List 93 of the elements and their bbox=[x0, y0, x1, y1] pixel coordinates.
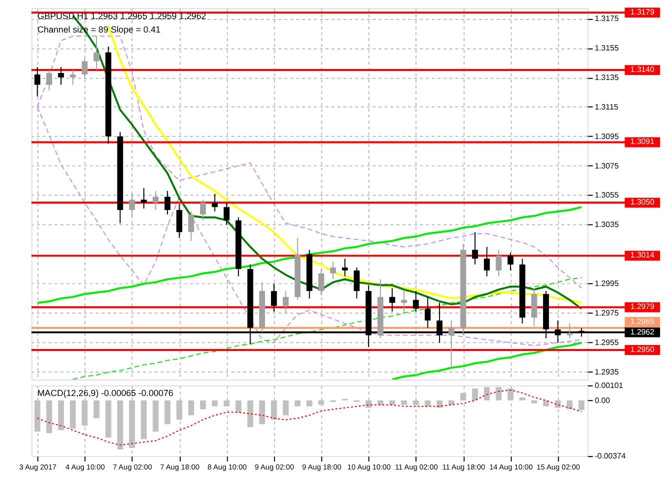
bar bbox=[436, 400, 442, 408]
y-tick-label: 1.2935 bbox=[594, 368, 620, 377]
bar bbox=[46, 400, 52, 434]
bar bbox=[235, 400, 242, 412]
y-tick-label: 1.3175 bbox=[594, 14, 620, 23]
candlestick bbox=[70, 70, 76, 86]
y-tick-label: 1.3115 bbox=[594, 102, 619, 112]
candlestick bbox=[412, 290, 419, 312]
bar bbox=[578, 400, 584, 410]
bar bbox=[424, 400, 431, 406]
candlestick bbox=[140, 187, 147, 210]
bar bbox=[140, 400, 147, 440]
line-series bbox=[36, 206, 582, 304]
y-tick-label: 0.00101 bbox=[594, 380, 624, 390]
y-tick-label: 1.3095 bbox=[594, 132, 620, 141]
candlestick bbox=[94, 36, 100, 71]
bar bbox=[58, 400, 64, 430]
candlestick bbox=[212, 193, 218, 212]
candlestick bbox=[176, 204, 182, 238]
candlestick bbox=[531, 288, 538, 327]
bar bbox=[484, 386, 490, 400]
candlestick bbox=[129, 193, 135, 218]
candlestick bbox=[282, 290, 289, 314]
bar bbox=[117, 400, 124, 450]
y-tick-label: 1.3135 bbox=[594, 72, 620, 82]
candlestick bbox=[200, 199, 206, 221]
ref-line-label: 1.2979 bbox=[630, 302, 654, 312]
bar bbox=[306, 400, 312, 406]
y-tick-label: 1.3075 bbox=[594, 161, 620, 170]
bar bbox=[152, 400, 159, 432]
candlestick bbox=[472, 232, 478, 266]
bar bbox=[401, 400, 407, 405]
ref-line-label: 1.2950 bbox=[630, 344, 656, 354]
bar bbox=[566, 400, 573, 410]
candlestick bbox=[188, 210, 194, 242]
y-tick-label: 1.3155 bbox=[594, 43, 620, 52]
candlestick bbox=[566, 322, 573, 339]
candlestick bbox=[448, 320, 454, 367]
bar bbox=[200, 400, 206, 410]
ref-line-label: 1.2962 bbox=[630, 327, 654, 336]
bar bbox=[448, 400, 454, 405]
bar bbox=[247, 400, 254, 428]
y-tick-label: 1.3055 bbox=[594, 190, 620, 200]
ref-line-label: 1.3014 bbox=[630, 250, 656, 260]
bar bbox=[259, 400, 266, 424]
line-series bbox=[391, 342, 582, 380]
bar bbox=[282, 400, 289, 416]
candlestick bbox=[354, 266, 360, 299]
bar bbox=[543, 400, 549, 406]
bar bbox=[531, 400, 538, 404]
bar bbox=[212, 400, 218, 406]
bar bbox=[188, 400, 194, 416]
line-series bbox=[72, 277, 582, 380]
candlestick bbox=[82, 58, 88, 80]
bar bbox=[377, 400, 384, 405]
candlestick bbox=[508, 252, 514, 271]
bar bbox=[70, 400, 76, 429]
bar bbox=[105, 400, 112, 438]
candlestick bbox=[34, 66, 40, 98]
candlestick bbox=[330, 261, 336, 280]
y-tick-label: 1.3035 bbox=[594, 220, 620, 230]
bar bbox=[294, 400, 301, 406]
bar bbox=[496, 386, 502, 400]
candlestick bbox=[58, 66, 64, 86]
y-tick-label: 1.2975 bbox=[594, 308, 620, 318]
bar bbox=[472, 388, 478, 400]
candlestick bbox=[484, 246, 490, 277]
y-tick-label: -0.00374 bbox=[594, 452, 626, 461]
candlestick bbox=[318, 268, 324, 296]
ref-line-label: 1.2965 bbox=[630, 316, 656, 326]
ref-line-label: 1.3050 bbox=[630, 198, 656, 207]
candlestick bbox=[424, 296, 431, 328]
bar bbox=[164, 400, 170, 424]
candlestick bbox=[342, 258, 348, 277]
candlestick bbox=[46, 70, 52, 92]
y-tick-label: 1.2955 bbox=[594, 338, 620, 348]
ref-line-label: 1.3140 bbox=[630, 65, 656, 74]
ref-line-label: 1.3179 bbox=[630, 8, 654, 17]
annotation: GBPUSD,H1 1.2963 1.2965 1.2959 1.2962 bbox=[37, 10, 206, 21]
candlestick bbox=[389, 288, 396, 312]
y-tick-label: 0.00 bbox=[594, 396, 611, 405]
bar bbox=[519, 397, 526, 400]
candlestick bbox=[270, 283, 277, 312]
candlestick bbox=[152, 190, 159, 211]
candlestick bbox=[401, 290, 407, 314]
candlestick bbox=[224, 202, 230, 226]
bar bbox=[94, 400, 100, 418]
line-series bbox=[36, 389, 582, 446]
y-tick-label: 1.2995 bbox=[594, 279, 620, 288]
candlestick bbox=[496, 249, 502, 277]
ref-line-label: 1.3091 bbox=[630, 137, 654, 146]
chart-title: MACD(12,26,9) -0.00065 -0.00076 bbox=[37, 388, 174, 398]
candlestick bbox=[164, 190, 170, 215]
